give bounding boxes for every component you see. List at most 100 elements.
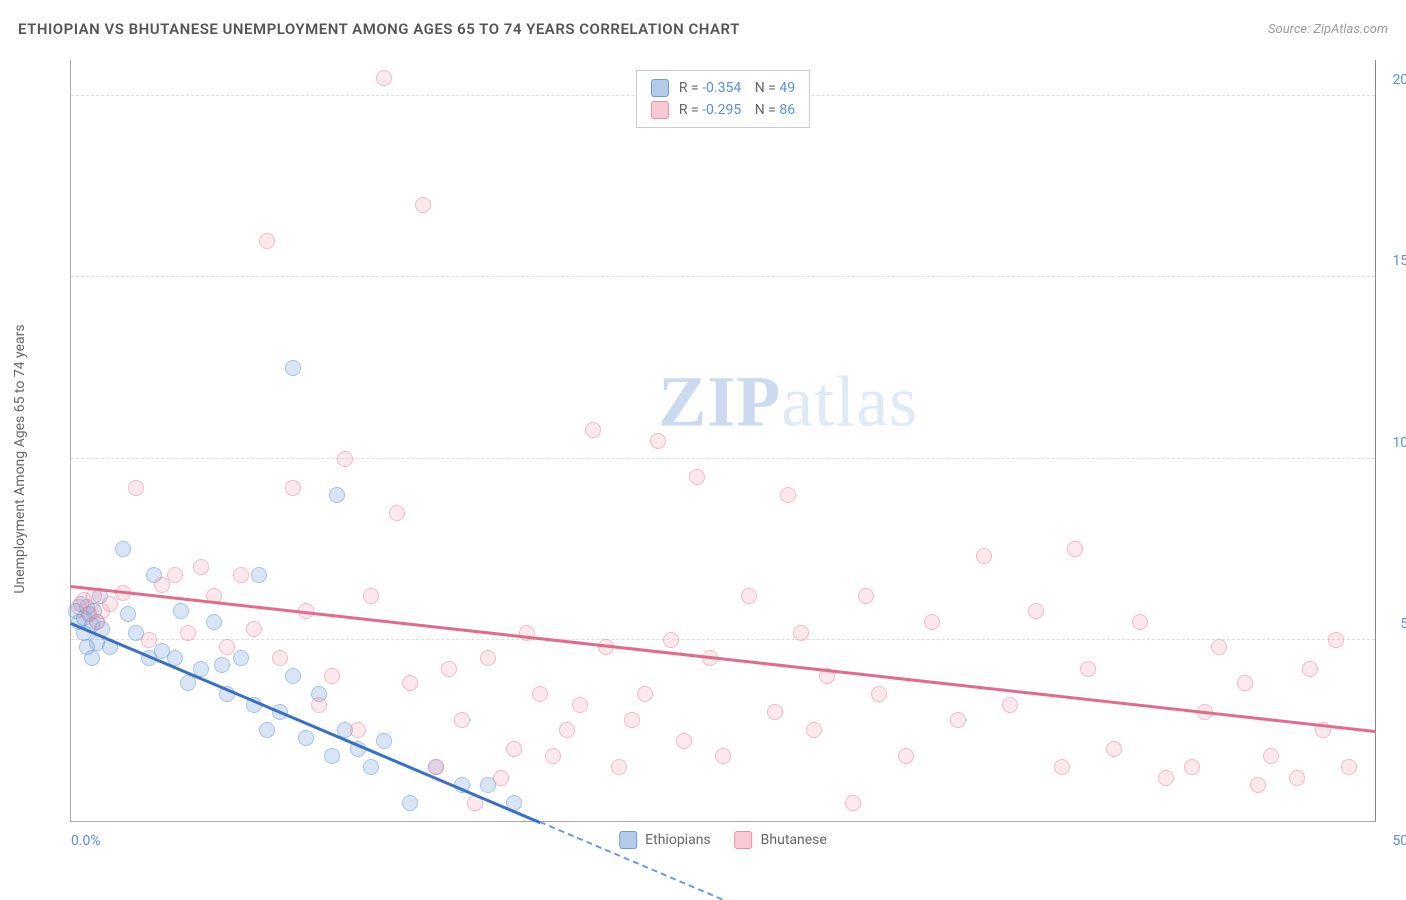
scatter-point-pink: [676, 733, 692, 749]
scatter-point-pink: [767, 704, 783, 720]
swatch-pink-icon: [651, 101, 669, 119]
scatter-point-blue: [376, 733, 392, 749]
scatter-point-pink: [1237, 675, 1253, 691]
stat-n-ethiopians: N = 49: [751, 80, 795, 96]
scatter-point-pink: [1184, 759, 1200, 775]
scatter-point-pink: [1067, 541, 1083, 557]
scatter-point-pink: [1211, 639, 1227, 655]
trend-line-blue: [71, 622, 541, 824]
legend-item-bhutanese: Bhutanese: [735, 831, 827, 849]
scatter-point-blue: [324, 748, 340, 764]
scatter-point-pink: [350, 722, 366, 738]
scatter-point-pink: [976, 548, 992, 564]
y-tick-label: 5.0%: [1400, 616, 1406, 632]
swatch-blue-icon: [619, 831, 637, 849]
scatter-point-pink: [532, 686, 548, 702]
scatter-point-pink: [128, 480, 144, 496]
scatter-point-pink: [167, 567, 183, 583]
scatter-point-pink: [1250, 777, 1266, 793]
scatter-point-pink: [493, 770, 509, 786]
scatter-point-blue: [285, 360, 301, 376]
scatter-point-pink: [1080, 661, 1096, 677]
scatter-point-pink: [650, 433, 666, 449]
scatter-point-pink: [324, 668, 340, 684]
scatter-point-pink: [637, 686, 653, 702]
watermark: ZIPatlas: [658, 361, 918, 444]
scatter-point-pink: [1132, 614, 1148, 630]
scatter-point-blue: [259, 722, 275, 738]
swatch-pink-icon: [735, 831, 753, 849]
scatter-point-pink: [480, 650, 496, 666]
scatter-point-pink: [363, 588, 379, 604]
scatter-point-pink: [950, 712, 966, 728]
y-axis-label: Unemployment Among Ages 65 to 74 years: [12, 324, 28, 593]
scatter-point-pink: [154, 577, 170, 593]
scatter-point-blue: [173, 603, 189, 619]
scatter-point-pink: [219, 639, 235, 655]
scatter-point-pink: [585, 422, 601, 438]
chart-header: ETHIOPIAN VS BHUTANESE UNEMPLOYMENT AMON…: [18, 20, 1388, 38]
scatter-point-pink: [1328, 632, 1344, 648]
scatter-point-pink: [272, 650, 288, 666]
scatter-point-pink: [1289, 770, 1305, 786]
y-tick-label: 20.0%: [1392, 72, 1406, 88]
scatter-point-blue: [180, 675, 196, 691]
scatter-point-pink: [1263, 748, 1279, 764]
scatter-point-blue: [402, 795, 418, 811]
scatter-point-pink: [233, 567, 249, 583]
grid-line: [71, 276, 1375, 277]
scatter-point-pink: [806, 722, 822, 738]
source-attribution: Source: ZipAtlas.com: [1268, 22, 1388, 37]
scatter-point-pink: [793, 625, 809, 641]
scatter-point-pink: [389, 505, 405, 521]
scatter-point-pink: [1002, 697, 1018, 713]
scatter-point-pink: [259, 233, 275, 249]
scatter-point-blue: [251, 567, 267, 583]
swatch-blue-icon: [651, 79, 669, 97]
scatter-point-pink: [871, 686, 887, 702]
scatter-point-blue: [233, 650, 249, 666]
scatter-point-pink: [545, 748, 561, 764]
scatter-point-pink: [898, 748, 914, 764]
scatter-point-pink: [415, 197, 431, 213]
scatter-point-blue: [298, 730, 314, 746]
scatter-point-pink: [102, 596, 118, 612]
scatter-point-pink: [454, 712, 470, 728]
scatter-point-blue: [329, 487, 345, 503]
scatter-point-blue: [285, 668, 301, 684]
scatter-point-pink: [1028, 603, 1044, 619]
scatter-point-blue: [363, 759, 379, 775]
scatter-point-pink: [506, 741, 522, 757]
legend-bottom: Ethiopians Bhutanese: [619, 831, 827, 849]
scatter-point-blue: [84, 650, 100, 666]
scatter-point-pink: [858, 588, 874, 604]
scatter-point-pink: [428, 759, 444, 775]
scatter-point-pink: [141, 632, 157, 648]
stat-r-ethiopians: R = -0.354: [679, 80, 741, 96]
scatter-point-pink: [246, 621, 262, 637]
scatter-point-pink: [924, 614, 940, 630]
scatter-point-blue: [115, 541, 131, 557]
scatter-point-pink: [689, 469, 705, 485]
x-tick-label: 50.0%: [1392, 833, 1406, 849]
grid-line: [71, 639, 1375, 640]
scatter-point-pink: [559, 722, 575, 738]
y-tick-label: 15.0%: [1392, 253, 1406, 269]
scatter-point-pink: [780, 487, 796, 503]
trend-line-pink: [71, 585, 1375, 732]
plot-area: ZIPatlas R = -0.354 N = 49 R = -0.295 N …: [70, 60, 1376, 822]
scatter-point-pink: [441, 661, 457, 677]
scatter-point-pink: [624, 712, 640, 728]
scatter-point-pink: [845, 795, 861, 811]
scatter-point-pink: [611, 759, 627, 775]
y-tick-label: 10.0%: [1392, 435, 1406, 451]
scatter-point-pink: [1106, 741, 1122, 757]
grid-line: [71, 458, 1375, 459]
scatter-point-blue: [120, 606, 136, 622]
scatter-point-blue: [214, 657, 230, 673]
legend-row-bhutanese: R = -0.295 N = 86: [651, 99, 795, 121]
x-tick-label: 0.0%: [71, 833, 101, 849]
scatter-point-pink: [572, 697, 588, 713]
scatter-point-pink: [402, 675, 418, 691]
scatter-point-pink: [180, 625, 196, 641]
